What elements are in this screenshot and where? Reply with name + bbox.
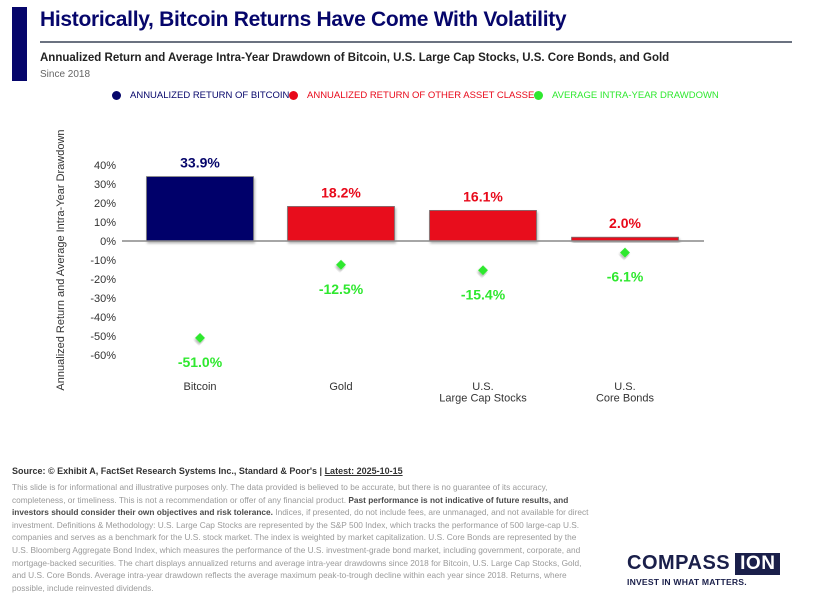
legend-dot-bitcoin	[112, 91, 121, 100]
y-tick-label: -50%	[90, 331, 116, 343]
y-tick-label: 20%	[94, 198, 116, 210]
y-tick-label: -30%	[90, 293, 116, 305]
drawdown-point	[620, 247, 630, 258]
x-axis-label: Gold	[329, 381, 352, 393]
logo-ion-box: ION	[735, 552, 781, 575]
y-tick-label: 40%	[94, 160, 116, 172]
return-bar-label: 2.0%	[609, 215, 641, 231]
title-divider	[40, 41, 792, 43]
disclaimer-bold: Past performance is not indicative of fu…	[12, 494, 569, 518]
drawdown-points	[195, 247, 630, 343]
y-tick-label: 10%	[94, 217, 116, 229]
x-axis-label: U.S.	[614, 381, 635, 393]
disclaimer-text: This slide is for informational and illu…	[12, 481, 592, 594]
legend-item-other: ANNUALIZED RETURN OF OTHER ASSET CLASSES	[289, 90, 541, 101]
disclaimer-part-2: Indices, if presented, do not include fe…	[12, 507, 589, 593]
x-axis-label: Bitcoin	[183, 381, 216, 393]
x-axis-label: U.S.	[472, 381, 493, 393]
return-bar-labels: 33.9% 18.2% 16.1% 2.0%	[180, 155, 641, 232]
chart-legend: ANNUALIZED RETURN OF BITCOIN ANNUALIZED …	[0, 90, 814, 104]
since-label: Since 2018	[40, 69, 91, 80]
logo-compass-text: COMPASS	[627, 552, 731, 574]
title-accent-bar	[12, 7, 27, 81]
drawdown-point	[336, 259, 346, 270]
return-bars	[146, 176, 679, 242]
legend-label: ANNUALIZED RETURN OF BITCOIN	[130, 90, 290, 101]
legend-label: ANNUALIZED RETURN OF OTHER ASSET CLASSES	[307, 90, 541, 101]
x-axis-label: Large Cap Stocks	[439, 393, 527, 405]
drawdown-point-label: -51.0%	[178, 354, 223, 370]
drawdown-point-labels: -51.0% -12.5% -15.4% -6.1%	[178, 269, 644, 370]
x-axis-labels: Bitcoin Gold U.S.Large Cap StocksU.S.Core …	[183, 381, 654, 405]
latest-date-link[interactable]: Latest: 2025-10-15	[324, 466, 403, 476]
returns-drawdown-chart: Annualized Return and Average Intra-Year…	[55, 129, 704, 405]
legend-item-bitcoin: ANNUALIZED RETURN OF BITCOIN	[112, 90, 289, 101]
y-tick-label: 30%	[94, 179, 116, 191]
return-bar-label: 16.1%	[463, 188, 503, 204]
y-axis-label: Annualized Return and Average Intra-Year…	[55, 129, 67, 390]
disclaimer-part-1: This slide is for informational and illu…	[12, 482, 548, 505]
y-tick-label: -60%	[90, 350, 116, 362]
chart-subtitle: Annualized Return and Average Intra-Year…	[40, 52, 670, 64]
legend-dot-drawdown	[534, 91, 543, 100]
legend-item-drawdown: AVERAGE INTRA-YEAR DRAWDOWN	[534, 90, 719, 101]
source-text: Source: © Exhibit A, FactSet Research Sy…	[12, 466, 325, 476]
drawdown-point	[195, 332, 205, 343]
return-bar	[287, 206, 395, 242]
return-bar-label: 33.9%	[180, 155, 220, 171]
y-axis-ticks: 40% 30% 20% 10% 0% -10% -20% -30% -40% -50% -60%	[90, 160, 116, 362]
drawdown-point-label: -12.5%	[319, 281, 364, 297]
drawdown-point	[478, 265, 488, 276]
return-bar-label: 18.2%	[321, 184, 361, 200]
compass-ion-logo: COMPASS ION INVEST IN WHAT MATTERS.	[627, 552, 781, 587]
y-tick-label: 0%	[100, 236, 116, 248]
logo-tagline: INVEST IN WHAT MATTERS.	[627, 577, 747, 587]
x-axis-label: Core Bonds	[596, 393, 655, 405]
legend-label: AVERAGE INTRA-YEAR DRAWDOWN	[552, 90, 719, 101]
y-tick-label: -20%	[90, 274, 116, 286]
page-title: Historically, Bitcoin Returns Have Come …	[40, 8, 567, 31]
source-line: Source: © Exhibit A, FactSet Research Sy…	[12, 466, 403, 476]
drawdown-point-label: -6.1%	[607, 269, 644, 285]
return-bar	[146, 176, 254, 242]
return-bar	[429, 210, 537, 242]
y-tick-label: -40%	[90, 312, 116, 324]
drawdown-point-label: -15.4%	[461, 286, 506, 302]
legend-dot-other	[289, 91, 298, 100]
y-tick-label: -10%	[90, 255, 116, 267]
